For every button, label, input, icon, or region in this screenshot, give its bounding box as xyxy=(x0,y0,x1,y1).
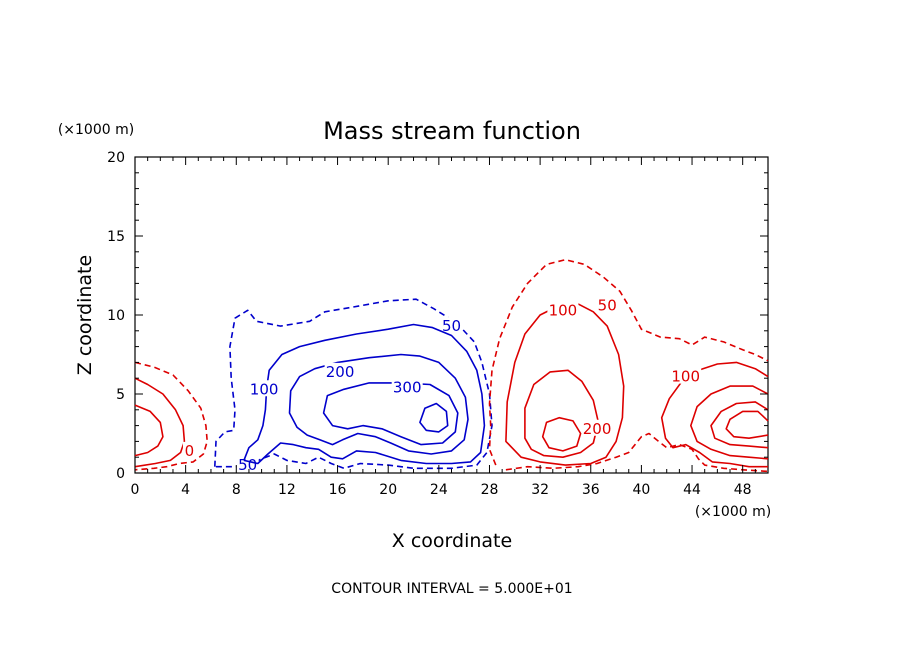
contour-value-label: 100 xyxy=(250,380,279,398)
chart-title: Mass stream function xyxy=(323,117,581,145)
contour-value-label: 200 xyxy=(326,363,355,381)
contour-label-bg xyxy=(236,456,259,473)
contour-label-bg xyxy=(248,380,280,397)
x-tick-label: 48 xyxy=(734,482,752,498)
positive-contour-line xyxy=(505,303,625,466)
x-tick-label: 32 xyxy=(531,482,549,498)
positive-contour-line xyxy=(725,410,769,439)
x-tick-label: 0 xyxy=(131,482,140,498)
y-tick-label: 20 xyxy=(107,150,125,166)
x-tick-label: 12 xyxy=(278,482,296,498)
x-tick-label: 4 xyxy=(181,482,190,498)
y-tick-label: 0 xyxy=(116,466,125,482)
contour-interval-footer: CONTOUR INTERVAL = 5.000E+01 xyxy=(331,581,572,597)
negative-contour-line xyxy=(419,402,449,433)
plot-frame xyxy=(134,156,769,474)
negative-contour-line xyxy=(288,353,469,455)
contour-label-bg xyxy=(440,317,463,334)
positive-contour-line xyxy=(541,416,582,452)
positive-contour-line xyxy=(488,258,769,466)
positive-contour-line xyxy=(710,401,769,449)
negative-contour-line xyxy=(322,382,459,446)
contour-layer: 50 50 100 200 300 0 50 100 200 100 xyxy=(134,258,769,474)
contour-value-label: 100 xyxy=(671,368,700,386)
x-tick-label: 24 xyxy=(430,482,448,498)
contour-label-bg xyxy=(391,378,423,395)
contour-label-bg xyxy=(581,419,613,436)
contour-label-bg xyxy=(547,301,579,318)
x-tick-label: 20 xyxy=(379,482,397,498)
x-tick-label: 28 xyxy=(481,482,499,498)
positive-contour-line xyxy=(524,369,600,458)
positive-contour-line xyxy=(134,361,208,471)
x-tick-label: 16 xyxy=(329,482,347,498)
contour-label-bg xyxy=(596,296,619,313)
positive-contour-line xyxy=(134,377,186,468)
contour-label-bg xyxy=(670,367,702,384)
contour-value-label: 200 xyxy=(583,420,612,438)
x-tick-label: 36 xyxy=(582,482,600,498)
contour-label-bg xyxy=(324,362,356,379)
positive-contour-line xyxy=(505,432,769,473)
contour-value-label: 100 xyxy=(549,301,578,319)
y-axis-label: Z coordinate xyxy=(74,255,96,375)
x-tick-label: 44 xyxy=(683,482,701,498)
y-tick-label: 10 xyxy=(107,308,125,324)
y-unit-label: (×1000 m) xyxy=(58,122,134,138)
negative-contour-line xyxy=(243,323,486,465)
positive-contour-line xyxy=(134,404,164,457)
x-unit-label: (×1000 m) xyxy=(695,504,771,520)
x-tick-label: 40 xyxy=(632,482,650,498)
positive-contour-line xyxy=(690,385,769,460)
positive-contour-line xyxy=(660,361,769,468)
contour-value-label: 300 xyxy=(393,379,422,397)
contour-value-label: 50 xyxy=(442,317,461,335)
x-axis-label: X coordinate xyxy=(392,530,512,552)
contour-value-label: 0 xyxy=(185,442,195,460)
y-tick-label: 5 xyxy=(116,387,125,403)
x-tick-label: 8 xyxy=(232,482,241,498)
contour-label-bg xyxy=(182,441,196,458)
contour-value-label: 50 xyxy=(598,297,617,315)
contour-value-label: 50 xyxy=(238,456,257,474)
y-tick-label: 15 xyxy=(107,229,125,245)
